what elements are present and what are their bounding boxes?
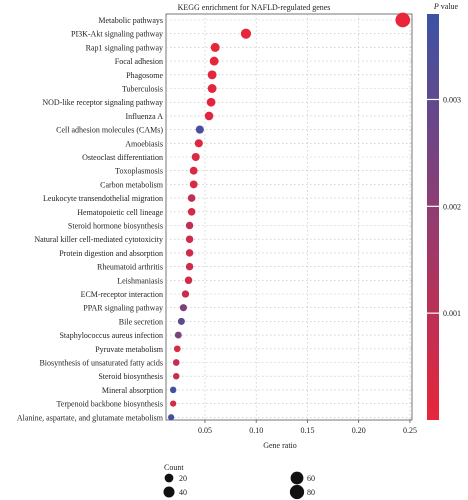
- size-legend-dot: [164, 473, 174, 483]
- size-legend-dot: [163, 486, 175, 498]
- category-label: Protein digestion and absorption: [59, 249, 163, 258]
- category-label: Bile secretion: [119, 317, 163, 326]
- data-point: [185, 221, 194, 230]
- colorbar-title-italic: P: [433, 2, 439, 11]
- colorbar-title: P value: [433, 2, 459, 11]
- category-label: PI3K-Akt signaling pathway: [71, 30, 163, 39]
- size-legend-label: 40: [179, 488, 187, 497]
- data-point: [189, 166, 198, 175]
- category-label: Tuberculosis: [122, 85, 163, 94]
- category-label: Rheumatoid arthritis: [97, 263, 163, 272]
- category-label: Alanine, aspartate, and glutamate metabo…: [17, 413, 164, 422]
- data-point: [185, 262, 194, 271]
- category-label: Staphylococcus aureus infection: [59, 331, 163, 340]
- category-label: Phagosome: [126, 71, 163, 80]
- data-point: [168, 414, 175, 421]
- data-point: [174, 331, 182, 339]
- data-point: [191, 152, 200, 162]
- data-point: [395, 12, 411, 28]
- size-legend-label: 20: [179, 474, 187, 483]
- category-label: Biosynthesis of unsaturated fatty acids: [39, 359, 163, 368]
- colorbar-ticks: 0.003 0.002 0.001: [427, 95, 461, 318]
- category-label: Osteoclast differentiation: [82, 153, 163, 162]
- data-point: [194, 139, 203, 148]
- x-tick-labels: 0.05 0.10 0.15 0.20 0.25: [198, 420, 417, 435]
- category-label: Rap1 signaling pathway: [86, 43, 163, 52]
- size-legend-label: 80: [307, 488, 315, 497]
- chart-title: KEGG enrichment for NAFLD-regulated gene…: [178, 3, 331, 12]
- category-label: Pyruvate metabolism: [95, 345, 164, 354]
- data-point: [173, 345, 181, 353]
- size-legend: 20 40 60 80: [163, 471, 315, 500]
- data-point: [170, 400, 177, 407]
- category-label: Cell adhesion molecules (CAMs): [56, 126, 163, 135]
- data-point: [207, 84, 217, 93]
- data-point: [172, 359, 180, 366]
- colorbar-tick-label: 0.003: [443, 95, 461, 104]
- category-label: Amoebiasis: [125, 139, 163, 148]
- data-point: [210, 42, 220, 52]
- category-label: Carbon metabolism: [100, 180, 164, 189]
- colorbar-tick-label: 0.001: [443, 309, 461, 318]
- data-point: [204, 111, 214, 121]
- x-tick-label: 0.10: [249, 426, 263, 435]
- category-label: PPAR signaling pathway: [83, 304, 163, 313]
- data-point: [169, 386, 177, 394]
- category-label: Steroid hormone biosynthesis: [68, 222, 163, 231]
- size-legend-title: Count: [164, 463, 184, 472]
- data-point: [187, 207, 196, 216]
- data-point: [187, 194, 196, 202]
- size-legend-label: 60: [307, 474, 315, 483]
- data-point: [181, 290, 190, 298]
- category-label: Leishmaniasis: [117, 276, 163, 285]
- colorbar-tick-label: 0.002: [443, 202, 461, 211]
- colorbar-title-rest: value: [439, 2, 459, 11]
- data-point: [185, 235, 194, 243]
- size-legend-dot: [289, 484, 305, 500]
- data-points: [168, 12, 411, 421]
- x-tick-label: 0.20: [352, 426, 366, 435]
- category-label: Terpenoid backbone biosynthesis: [56, 400, 163, 409]
- data-point: [179, 304, 187, 312]
- grid-lines: [166, 14, 412, 420]
- category-label: Leukocyte transendothelial migration: [43, 194, 163, 203]
- data-point: [185, 249, 194, 257]
- category-label: NOD-like receptor signaling pathway: [42, 98, 163, 107]
- data-point: [209, 56, 219, 66]
- data-point: [184, 276, 193, 285]
- category-label: Hematopoietic cell lineage: [77, 208, 163, 217]
- size-legend-dot: [290, 471, 304, 485]
- x-axis-label: Gene ratio: [263, 441, 297, 450]
- data-point: [206, 97, 216, 107]
- x-tick-label: 0.15: [300, 426, 314, 435]
- data-point: [240, 28, 252, 39]
- colorbar: [427, 14, 439, 420]
- data-point: [177, 317, 185, 325]
- data-point: [189, 180, 198, 189]
- x-tick-label: 0.05: [198, 426, 212, 435]
- category-label: Steroid biosynthesis: [98, 372, 163, 381]
- data-point: [173, 372, 180, 380]
- category-label: Metabolic pathways: [98, 16, 163, 25]
- category-label: Natural killer cell-mediated cytotoxicit…: [34, 235, 163, 244]
- x-tick-label: 0.25: [403, 426, 417, 435]
- category-label: ECM-receptor interaction: [81, 290, 163, 299]
- category-label: Toxoplasmosis: [115, 167, 163, 176]
- data-point: [195, 125, 204, 134]
- data-point: [207, 70, 217, 80]
- category-label: Focal adhesion: [115, 57, 163, 66]
- category-labels: Metabolic pathways PI3K-Akt signaling pat…: [17, 16, 164, 422]
- category-label: Mineral absorption: [102, 386, 163, 395]
- category-label: Influenza A: [125, 112, 163, 121]
- plot-frame: [165, 13, 413, 421]
